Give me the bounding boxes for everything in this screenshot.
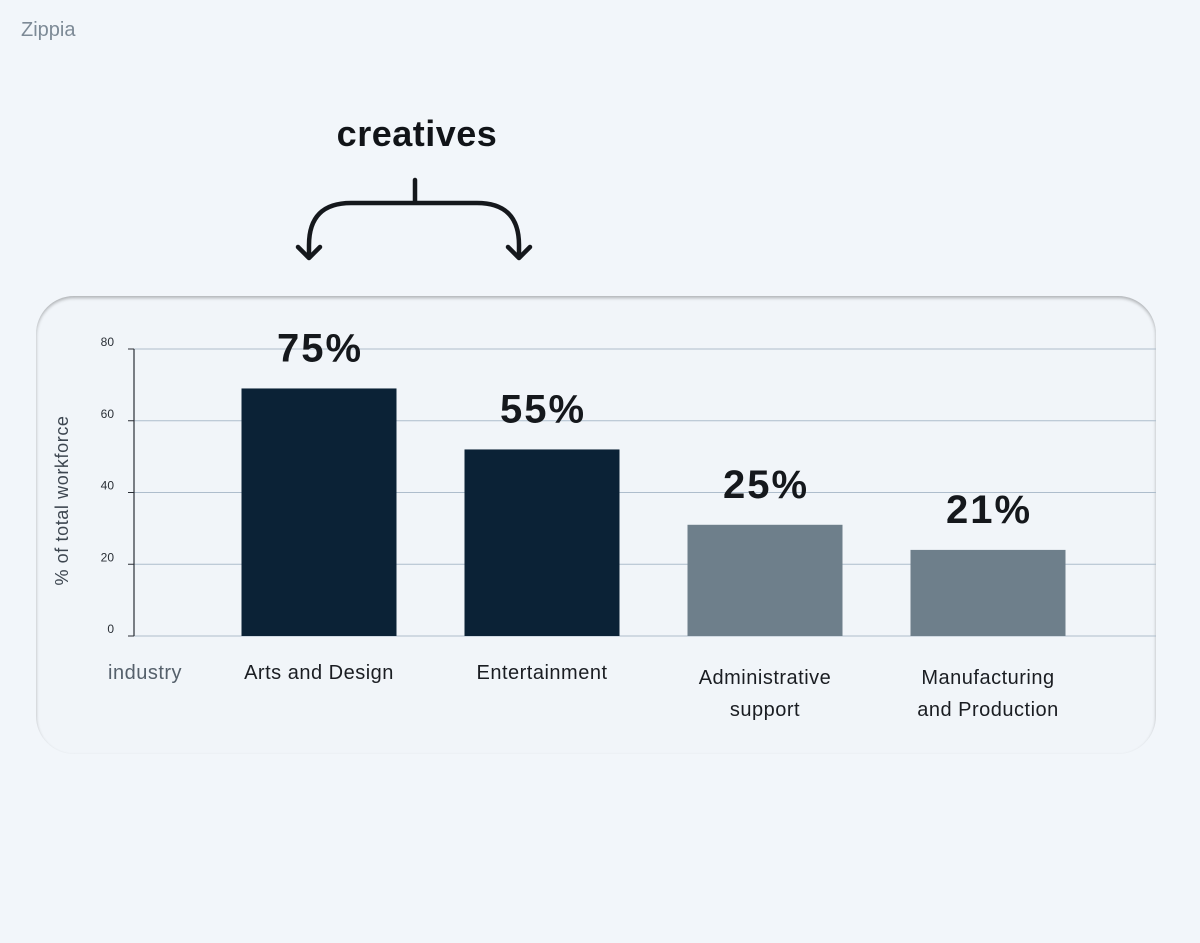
bar-1	[464, 449, 620, 636]
bar-0	[241, 388, 397, 636]
bar-value-label: 75%	[277, 326, 363, 370]
y-tick-label: 80	[101, 335, 115, 349]
bar-value-label: 25%	[723, 463, 809, 507]
bracket-arc	[306, 200, 522, 258]
y-tick-label: 20	[101, 550, 115, 564]
y-tick-label: 0	[107, 622, 114, 636]
brand-logo-text: Zippia	[21, 19, 76, 41]
x-category-label: Arts and Design	[244, 662, 394, 684]
y-axis-title: % of total workforce	[52, 415, 72, 585]
x-category-label: Entertainment	[476, 662, 607, 684]
x-category-label: and Production	[917, 699, 1059, 721]
bar-chart: 0 20 40 60 80 % of total workforce 75% Arts and…	[52, 326, 1156, 721]
y-tick-label: 40	[101, 479, 115, 493]
creatives-annotation-label: creatives	[336, 113, 498, 154]
bar-2	[687, 524, 843, 636]
x-category-label: Administrative	[699, 667, 832, 689]
bracket-arrowhead-right	[505, 244, 533, 261]
bracket-arrowhead-left	[295, 244, 323, 261]
x-category-label: support	[730, 699, 800, 721]
bar-value-label: 21%	[946, 488, 1032, 532]
y-tick-label: 60	[101, 407, 115, 421]
bar-3	[910, 549, 1066, 636]
bar-value-label: 55%	[500, 387, 586, 431]
creatives-bracket-arrow	[295, 177, 533, 261]
chart-card: 0 20 40 60 80 % of total workforce 75% Arts and…	[36, 296, 1156, 754]
x-axis-title: industry	[108, 662, 182, 684]
x-category-label: Manufacturing	[921, 667, 1054, 689]
